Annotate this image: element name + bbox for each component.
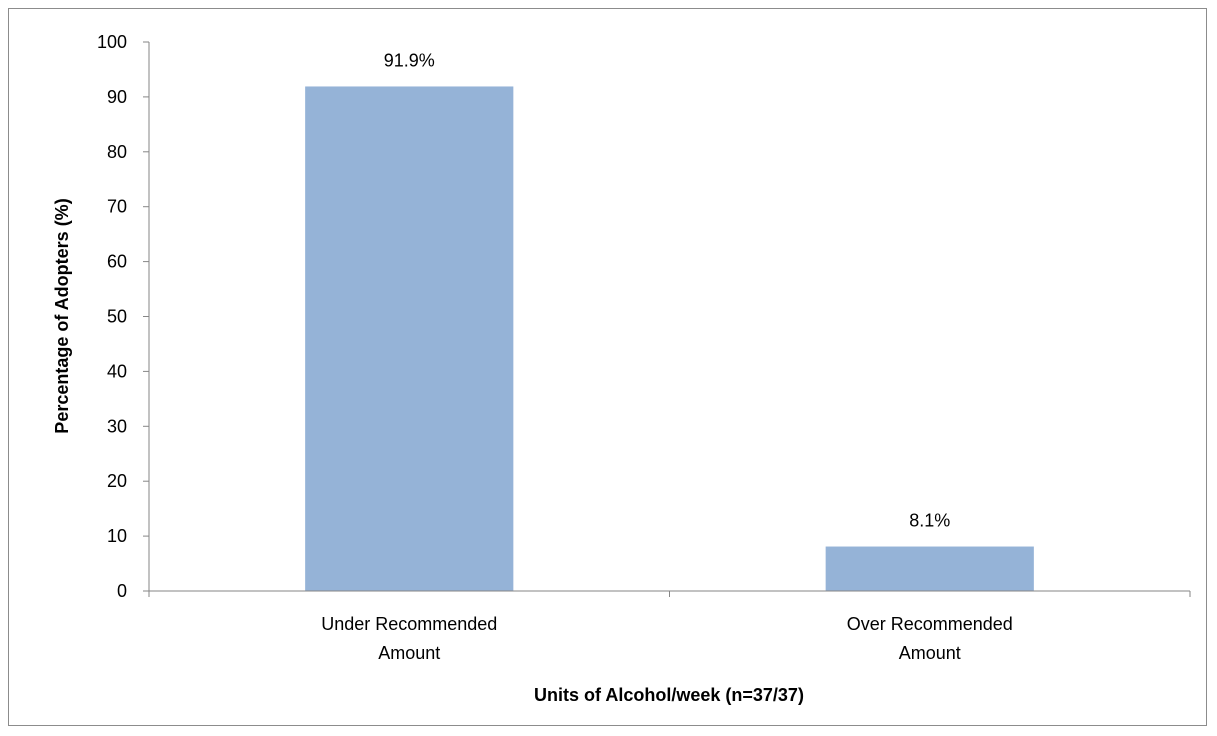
x-tick-label: Amount <box>899 643 961 663</box>
y-tick-label: 50 <box>107 307 127 327</box>
y-tick-label: 40 <box>107 361 127 381</box>
y-axis-title: Percentage of Adopters (%) <box>52 198 72 433</box>
chart-frame <box>8 8 1207 726</box>
y-tick-label: 60 <box>107 252 127 272</box>
y-tick-label: 30 <box>107 416 127 436</box>
y-tick-label: 100 <box>97 32 127 52</box>
bar <box>825 546 1034 591</box>
axes <box>148 42 1191 597</box>
y-tick-label: 10 <box>107 526 127 546</box>
x-axis-title: Units of Alcohol/week (n=37/37) <box>534 685 804 705</box>
x-tick-label: Amount <box>378 643 440 663</box>
y-tick-label: 20 <box>107 471 127 491</box>
y-tick-label: 0 <box>117 581 127 601</box>
y-axis-ticks: 0 10 20 30 40 50 60 70 80 90 100 <box>97 32 149 601</box>
data-labels: 91.9% 8.1% <box>384 50 951 530</box>
bar <box>305 86 514 592</box>
x-tick-label: Under Recommended <box>321 614 497 634</box>
bars <box>305 86 1034 592</box>
y-tick-label: 90 <box>107 87 127 107</box>
x-tick-label: Over Recommended <box>847 614 1013 634</box>
y-tick-label: 80 <box>107 142 127 162</box>
y-tick-label: 70 <box>107 197 127 217</box>
x-axis-tick-labels: Under Recommended Amount Over Recommended A… <box>321 614 1013 663</box>
data-label: 91.9% <box>384 50 435 70</box>
data-label: 8.1% <box>909 511 950 531</box>
